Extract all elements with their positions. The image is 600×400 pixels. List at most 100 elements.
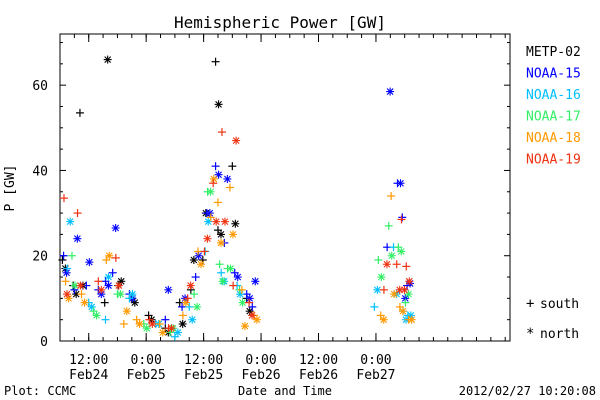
marker-legend-symbol: + [526,296,534,312]
north-marker-d2 [386,88,394,95]
south-marker [111,253,120,262]
south-marker [145,315,154,324]
north-marker [390,290,399,299]
south-marker [237,285,246,294]
south-marker [215,260,224,269]
north-marker-d2 [377,273,385,281]
north-marker [85,258,94,267]
legend-entry: NOAA-17 [526,110,581,125]
south-marker [229,281,238,290]
north-marker [117,277,126,286]
south-marker [161,315,170,324]
north-marker-d2 [159,329,167,336]
south-marker [213,198,222,207]
south-marker [379,285,388,294]
north-marker-d2 [241,322,249,330]
south-marker [387,192,396,201]
south-marker [211,162,220,171]
north-marker-d2 [405,277,413,285]
north-marker [73,234,82,243]
south-marker [144,311,153,320]
x-tick-label-date: Feb27 [356,368,395,383]
north-marker [164,285,173,294]
north-marker [104,273,113,282]
south-marker [397,215,406,224]
y-tick-label: 0 [40,335,48,350]
north-marker [386,87,395,96]
south-marker [63,264,72,273]
north-marker-d2 [195,252,203,260]
north-marker-d2 [207,188,214,196]
south-marker [119,319,128,328]
north-marker [148,319,157,328]
north-marker-d2 [405,290,412,298]
north-marker-d2 [239,299,246,307]
north-marker-d2 [401,294,409,302]
south-marker [384,221,393,230]
north-marker [404,290,413,299]
south-marker [230,268,239,277]
south-marker [200,247,209,256]
south-marker [94,277,103,286]
south-marker [183,294,192,303]
south-marker [155,319,164,328]
x-tick-label-date: Feb26 [299,368,338,383]
north-marker [181,298,190,307]
x-tick-label-date: Feb25 [184,368,223,383]
north-marker-d2 [399,307,407,315]
south-marker [70,285,79,294]
north-marker-d2 [164,286,172,294]
north-marker-d2 [408,316,416,324]
north-marker-d2 [397,179,404,187]
y-tick-label: 60 [32,79,48,94]
x-tick-label-time: 12:00 [184,353,223,368]
south-marker [245,298,254,307]
chart-title: Hemispheric Power [GW] [174,13,386,32]
south-marker [178,302,187,311]
north-marker [377,273,386,282]
north-marker [228,230,237,239]
north-marker [66,217,75,226]
south-marker [67,251,76,260]
north-marker-d2 [73,235,81,243]
south-marker [217,268,226,277]
x-tick-label-date: Feb26 [241,368,280,383]
north-marker-d2 [204,235,211,243]
north-marker [379,315,388,324]
north-marker [80,298,89,307]
south-marker [209,179,218,188]
south-marker [185,302,194,311]
north-marker [232,136,241,145]
north-marker [396,179,405,188]
south-marker [59,194,68,203]
north-marker-d2 [215,100,222,108]
north-marker-d2 [373,286,381,294]
north-marker-d2 [97,286,105,294]
north-marker [111,224,120,233]
north-marker-d2 [197,260,205,268]
north-marker-d2 [105,252,113,260]
north-marker-d2 [210,175,218,183]
south-marker [395,302,404,311]
south-marker [59,251,68,260]
north-marker [142,324,151,333]
south-marker [392,260,401,269]
north-marker [76,281,85,290]
north-marker [92,311,101,320]
north-marker [233,273,242,282]
north-marker-d2 [131,299,139,307]
north-marker-d2 [105,282,112,289]
north-marker [122,307,131,316]
north-marker [103,55,112,64]
north-marker [167,324,176,333]
north-marker-d2 [129,290,136,298]
north-marker [251,277,260,286]
north-marker [397,247,406,256]
north-marker [226,264,235,273]
north-marker-d2 [115,282,123,289]
south-marker [191,273,200,282]
north-marker [231,219,240,228]
north-marker-d2 [253,316,261,324]
legend-entry: METP-02 [526,45,581,60]
